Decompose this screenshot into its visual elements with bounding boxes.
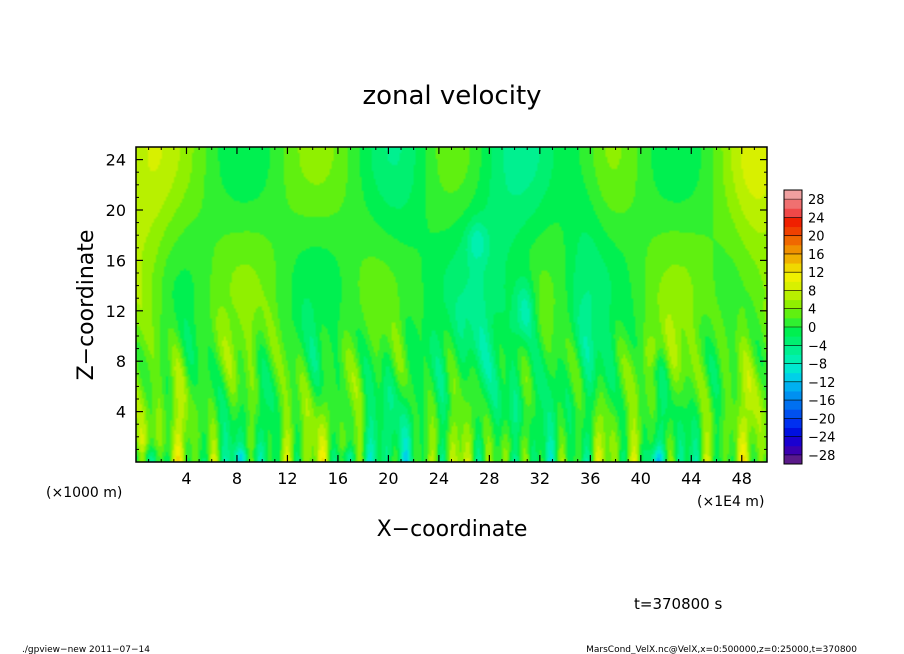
x-axis-label: X−coordinate bbox=[377, 517, 528, 542]
colorbar-label: −28 bbox=[808, 449, 835, 464]
colorbar-segment bbox=[784, 281, 802, 291]
colorbar-segment bbox=[784, 217, 802, 228]
colorbar-label: 16 bbox=[808, 248, 825, 263]
colorbar-label: −8 bbox=[808, 358, 827, 373]
colorbar-segment bbox=[784, 381, 802, 392]
footer-right: MarsCond_VelX.nc@VelX,x=0:500000,z=0:250… bbox=[586, 645, 857, 654]
colorbar-segment bbox=[784, 235, 802, 246]
x-tick-label: 44 bbox=[681, 469, 701, 488]
x-tick-label: 16 bbox=[328, 469, 348, 488]
colorbar-segment bbox=[784, 272, 802, 282]
colorbar-label: 0 bbox=[808, 321, 816, 336]
colorbar-segment bbox=[784, 299, 802, 310]
colorbar-segment bbox=[784, 263, 802, 273]
y-tick-label: 24 bbox=[106, 151, 126, 170]
colorbar-label: −20 bbox=[808, 412, 835, 427]
colorbar-segment bbox=[784, 418, 802, 428]
colorbar-segment bbox=[784, 363, 802, 374]
x-tick-label: 40 bbox=[631, 469, 651, 488]
colorbar-segment bbox=[784, 317, 802, 328]
y-tick-label: 4 bbox=[116, 403, 126, 422]
colorbar-label: −16 bbox=[808, 394, 835, 409]
colorbar-segment bbox=[784, 427, 802, 438]
colorbar-segment bbox=[784, 290, 802, 301]
colorbar-segment bbox=[784, 190, 802, 200]
x-tick-label: 48 bbox=[732, 469, 752, 488]
colorbar-segment bbox=[784, 390, 802, 401]
colorbar-label: 28 bbox=[808, 193, 825, 208]
x-tick-label: 24 bbox=[429, 469, 449, 488]
colorbar-segment bbox=[784, 327, 802, 337]
x-tick-label: 4 bbox=[181, 469, 191, 488]
colorbar-segment bbox=[784, 336, 802, 346]
x-tick-label: 20 bbox=[378, 469, 398, 488]
y-tick-label: 16 bbox=[106, 251, 126, 270]
colorbar-segment bbox=[784, 445, 802, 456]
colorbar-label: 24 bbox=[808, 211, 825, 226]
heatmap-image bbox=[136, 147, 767, 462]
colorbar-label: 20 bbox=[808, 230, 825, 245]
colorbar: 28 24 20 16 12 8 4 0 −4 −8 −12 −16 −20 −24 −28 bbox=[783, 189, 835, 465]
colorbar-segment bbox=[784, 436, 802, 447]
colorbar-segment bbox=[784, 244, 802, 255]
x-tick-label: 36 bbox=[580, 469, 600, 488]
colorbar-segment bbox=[784, 199, 802, 209]
colorbar-label: 12 bbox=[808, 266, 825, 281]
x-tick-label: 28 bbox=[479, 469, 499, 488]
footer-left: ./gpview−new 2011−07−14 bbox=[22, 645, 150, 654]
colorbar-label: −4 bbox=[808, 339, 827, 354]
x-tick-label: 12 bbox=[277, 469, 297, 488]
y-axis-label: Z−coordinate bbox=[74, 230, 99, 381]
colorbar-segment bbox=[784, 226, 802, 237]
colorbar-segment bbox=[784, 372, 802, 383]
y-tick-label: 8 bbox=[116, 352, 126, 371]
x-tick-label: 8 bbox=[232, 469, 242, 488]
colorbar-label: −12 bbox=[808, 376, 835, 391]
y-axis: 4 8 12 16 20 24 bbox=[106, 151, 767, 450]
colorbar-label: −24 bbox=[808, 431, 835, 446]
colorbar-segment bbox=[784, 253, 802, 264]
x-unit-right: (×1E4 m) bbox=[697, 494, 764, 510]
colorbar-segment bbox=[784, 354, 802, 365]
x-unit-left: (×1000 m) bbox=[46, 485, 122, 501]
colorbar-segment bbox=[784, 208, 802, 218]
colorbar-label: 8 bbox=[808, 284, 816, 299]
heatmap-field bbox=[135, 146, 768, 463]
y-tick-label: 12 bbox=[106, 302, 126, 321]
colorbar-segment bbox=[784, 454, 802, 465]
colorbar-segment bbox=[784, 400, 802, 410]
chart-title: zonal velocity bbox=[362, 81, 541, 111]
y-tick-label: 20 bbox=[106, 201, 126, 220]
time-annotation: t=370800 s bbox=[634, 595, 722, 613]
x-axis: 4 8 12 16 20 24 28 32 36 40 44 48 bbox=[148, 147, 755, 488]
x-tick-label: 32 bbox=[530, 469, 550, 488]
colorbar-label: 4 bbox=[808, 303, 816, 318]
colorbar-segment bbox=[784, 308, 802, 319]
colorbar-segment bbox=[784, 409, 802, 419]
colorbar-segment bbox=[784, 345, 802, 355]
